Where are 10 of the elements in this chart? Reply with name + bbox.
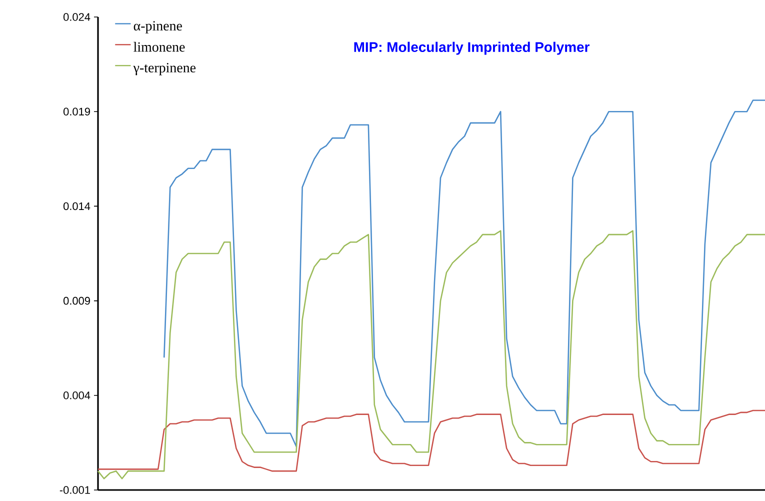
y-tick-label: 0.014 <box>63 202 90 210</box>
y-tick-label: 0.009 <box>63 296 90 305</box>
legend-label: α-pinene <box>134 21 182 34</box>
y-tick-label: 0.019 <box>63 108 90 116</box>
y-tick-label: -0.001 <box>60 486 90 494</box>
legend-label: limonene <box>134 42 185 52</box>
annotation: MIP: Molecularly Imprinted Polymer <box>354 42 590 55</box>
y-tick-label: 0.004 <box>63 392 90 400</box>
y-tick-label: 0.024 <box>63 13 90 21</box>
legend-label: γ-terpinene <box>133 63 196 76</box>
